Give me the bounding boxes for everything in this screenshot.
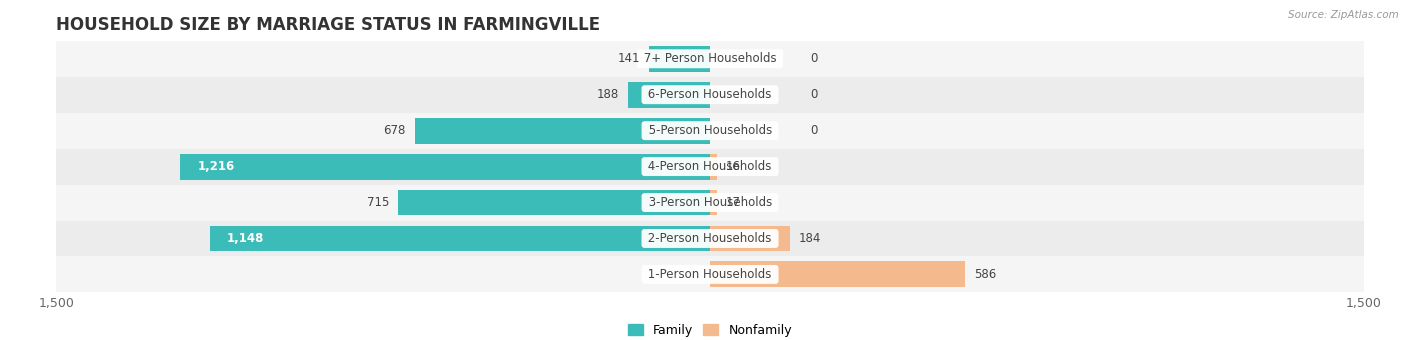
- Text: 6-Person Households: 6-Person Households: [644, 88, 776, 101]
- Text: 141: 141: [617, 52, 640, 65]
- Text: 0: 0: [810, 88, 818, 101]
- Bar: [209, 225, 710, 251]
- Bar: [180, 154, 710, 180]
- Text: 188: 188: [598, 88, 620, 101]
- Bar: [628, 82, 710, 108]
- Bar: [398, 190, 710, 216]
- Text: 586: 586: [974, 268, 997, 281]
- Text: 4-Person Households: 4-Person Households: [644, 160, 776, 173]
- Bar: [648, 46, 710, 72]
- Text: 678: 678: [384, 124, 406, 137]
- Text: 7+ Person Households: 7+ Person Households: [640, 52, 780, 65]
- Bar: [710, 190, 717, 216]
- Text: 184: 184: [799, 232, 821, 245]
- Bar: [710, 225, 790, 251]
- Text: 0: 0: [810, 124, 818, 137]
- Bar: [56, 113, 1364, 149]
- Text: 16: 16: [725, 160, 741, 173]
- Bar: [56, 77, 1364, 113]
- Bar: [56, 185, 1364, 221]
- Text: 0: 0: [810, 52, 818, 65]
- Bar: [56, 221, 1364, 256]
- Text: 715: 715: [367, 196, 389, 209]
- Bar: [710, 261, 966, 287]
- Text: 1,148: 1,148: [228, 232, 264, 245]
- Bar: [56, 41, 1364, 77]
- Text: 1-Person Households: 1-Person Households: [644, 268, 776, 281]
- Text: HOUSEHOLD SIZE BY MARRIAGE STATUS IN FARMINGVILLE: HOUSEHOLD SIZE BY MARRIAGE STATUS IN FAR…: [56, 16, 600, 34]
- Text: 3-Person Households: 3-Person Households: [644, 196, 776, 209]
- Text: 1,216: 1,216: [197, 160, 235, 173]
- Text: 2-Person Households: 2-Person Households: [644, 232, 776, 245]
- Bar: [56, 149, 1364, 185]
- Bar: [415, 118, 710, 143]
- Legend: Family, Nonfamily: Family, Nonfamily: [623, 319, 797, 340]
- Text: Source: ZipAtlas.com: Source: ZipAtlas.com: [1288, 10, 1399, 20]
- Bar: [710, 154, 717, 180]
- Text: 17: 17: [725, 196, 741, 209]
- Bar: [56, 256, 1364, 292]
- Text: 5-Person Households: 5-Person Households: [644, 124, 776, 137]
